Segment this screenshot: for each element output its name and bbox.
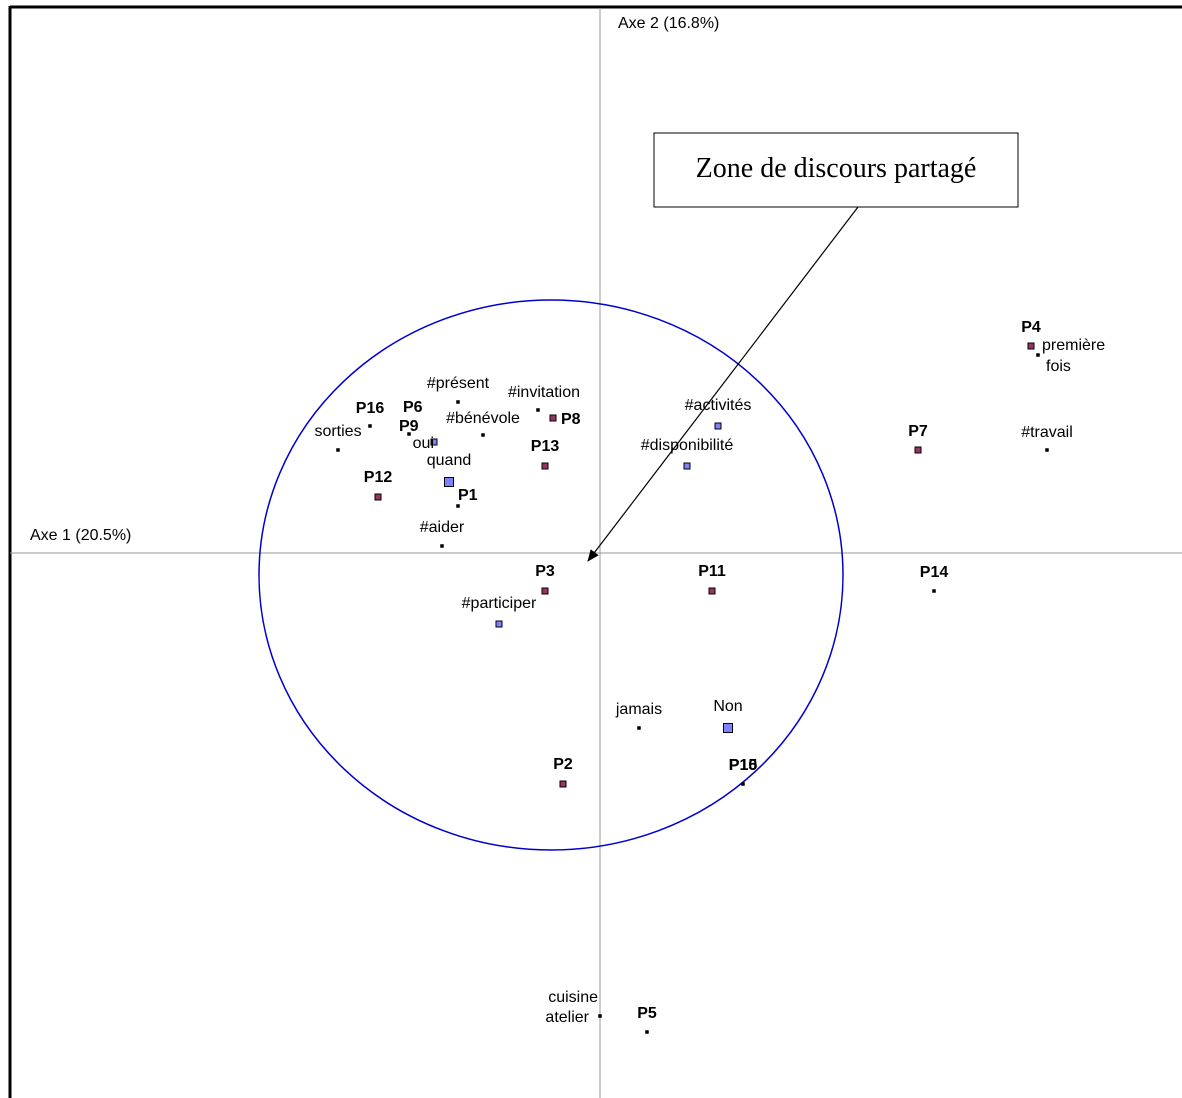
point-marker [368,424,372,428]
annotation-box [653,132,1019,208]
point-marker [1045,448,1049,452]
point-label: #participer [462,595,537,612]
point-marker [541,462,549,470]
point-marker [637,726,641,730]
point-label: P2 [553,756,573,773]
point-marker [708,587,716,595]
point-marker [440,544,444,548]
point-label: #travail [1021,424,1073,441]
point-marker [932,589,936,593]
point-marker [536,408,540,412]
point-marker [741,782,745,786]
point-label: #invitation [508,384,580,401]
point-marker [683,462,691,470]
y-axis-label: Axe 2 (16.8%) [618,15,719,32]
point-label: P16 [356,400,385,417]
point-marker [645,1030,649,1034]
point-label: P3 [535,563,555,580]
point-label: atelier [545,1009,589,1026]
point-label: #activités [685,397,752,414]
point-label: oui [413,435,434,452]
point-label: P15 [729,757,758,774]
point-label: première [1042,337,1105,354]
point-marker [495,620,503,628]
point-marker [430,438,438,446]
point-marker [407,432,411,436]
point-marker [456,400,460,404]
point-label: #bénévole [446,410,520,427]
point-label: P8 [561,411,581,428]
annotation-text: Zone de discours partagé [696,153,977,184]
point-label: P13 [531,438,560,455]
point-marker [714,422,722,430]
point-label: P7 [908,423,928,440]
point-marker [444,477,454,487]
point-label: jamais [615,701,662,718]
point-marker [1027,342,1035,350]
point-marker [481,433,485,437]
point-label: P1 [458,487,478,504]
point-label: P6 [403,399,423,416]
point-marker [549,414,557,422]
point-marker [541,587,549,595]
point-label: #présent [427,375,490,392]
point-label: sorties [314,423,361,440]
point-label: #aider [420,519,465,536]
point-label: P9 [399,418,419,435]
point-label: cuisine [548,989,598,1006]
point-marker [1036,353,1040,357]
point-label: #disponibilité [641,437,734,454]
shared-zone-ellipse [258,299,844,851]
point-label: P10 [729,757,758,774]
point-label: P11 [698,563,726,580]
point-marker [374,493,382,501]
point-label: P14 [920,564,949,581]
point-marker [598,1014,602,1018]
point-label: P4 [1021,319,1041,336]
point-marker [336,448,340,452]
point-label: P5 [637,1005,657,1022]
point-marker [723,723,733,733]
point-marker [914,446,922,454]
point-label: quand [427,452,472,469]
point-marker [559,780,567,788]
point-marker [456,504,460,508]
point-label: P12 [364,469,393,486]
point-label: Non [713,698,742,715]
x-axis-label: Axe 1 (20.5%) [30,527,131,544]
annotation-arrow [587,206,859,562]
point-label: fois [1046,358,1071,375]
